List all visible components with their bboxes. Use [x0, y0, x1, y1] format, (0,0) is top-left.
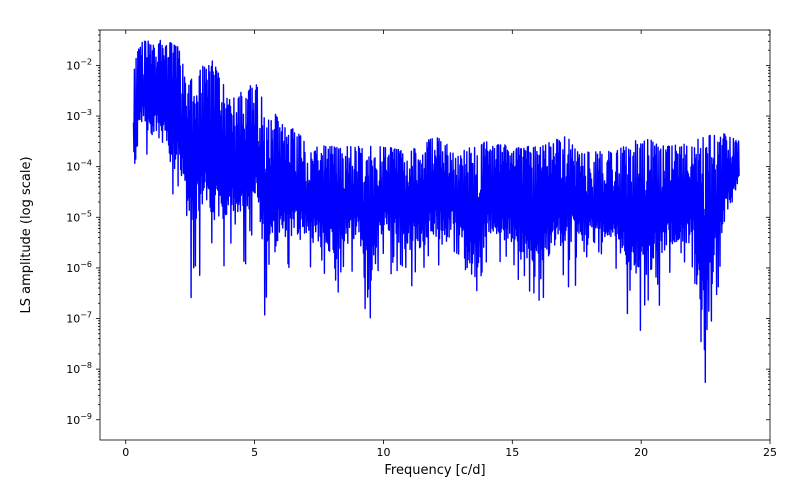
periodogram-chart: 0510152025 10−910−810−710−610−510−410−31… — [0, 0, 800, 500]
y-axis-label: LS amplitude (log scale) — [19, 156, 34, 313]
x-tick-label: 5 — [251, 446, 258, 459]
x-tick-label: 15 — [505, 446, 519, 459]
x-tick-label: 10 — [376, 446, 390, 459]
x-axis-label: Frequency [c/d] — [384, 463, 485, 478]
x-tick-label: 0 — [122, 446, 129, 459]
chart-svg: 0510152025 10−910−810−710−610−510−410−31… — [0, 0, 800, 500]
x-tick-label: 20 — [634, 446, 648, 459]
x-tick-label: 25 — [763, 446, 777, 459]
